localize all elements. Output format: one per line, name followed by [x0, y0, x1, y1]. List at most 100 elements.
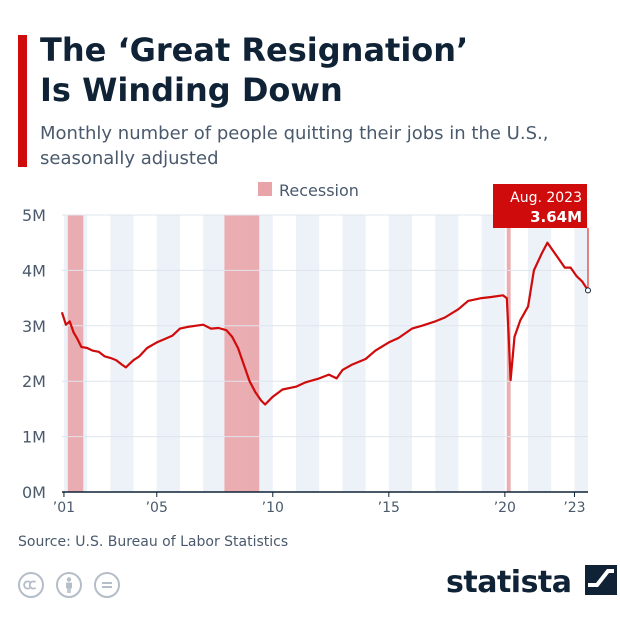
data-point	[132, 359, 135, 361]
data-point	[397, 337, 400, 339]
legend-label: Recession	[279, 181, 359, 200]
data-point	[540, 253, 543, 255]
data-point	[295, 386, 297, 388]
data-point	[467, 300, 469, 302]
cc-icon[interactable]	[18, 572, 44, 598]
data-point	[92, 350, 94, 352]
data-point	[86, 347, 88, 349]
statista-logo[interactable]: statista	[446, 565, 618, 600]
data-point	[260, 399, 262, 402]
data-point	[156, 341, 158, 344]
data-point	[434, 320, 436, 322]
data-point	[115, 359, 117, 361]
data-point	[179, 327, 181, 330]
data-point	[533, 269, 535, 271]
annotation-point	[585, 287, 591, 294]
data-point	[457, 308, 460, 310]
series-line	[60, 241, 589, 406]
title-line-1: The ‘Great Resignation’	[40, 31, 469, 69]
data-point	[569, 267, 572, 269]
data-point	[513, 336, 516, 338]
data-point	[281, 388, 284, 391]
data-point	[388, 341, 390, 344]
y-tick-label: 3M	[22, 317, 46, 336]
data-point	[264, 403, 266, 406]
x-tick-label: ’23	[563, 500, 585, 516]
data-point	[121, 363, 123, 366]
data-point	[163, 338, 166, 340]
year-stripe	[388, 215, 413, 492]
data-point	[564, 267, 566, 269]
data-point	[411, 327, 413, 330]
data-point	[318, 377, 320, 380]
data-point	[125, 366, 127, 368]
data-point	[187, 326, 189, 328]
x-tick-label: ’01	[53, 500, 75, 516]
data-point	[61, 311, 63, 314]
data-point	[305, 381, 307, 383]
data-point	[272, 396, 274, 398]
annotation-date: Aug. 2023	[510, 190, 582, 206]
data-point	[421, 325, 423, 327]
data-point	[336, 377, 338, 380]
annotation-box	[493, 184, 587, 228]
data-point	[328, 373, 330, 376]
data-point	[527, 305, 529, 308]
data-point	[374, 350, 376, 352]
year-stripe	[435, 215, 459, 492]
year-stripe	[574, 215, 588, 492]
accent-bar	[18, 35, 27, 167]
x-tick-label: ’10	[262, 500, 284, 516]
data-point	[69, 320, 71, 322]
year-stripe	[203, 215, 227, 492]
year-stripe	[342, 215, 366, 492]
data-point	[225, 329, 227, 331]
year-stripe	[528, 215, 552, 492]
nd-icon[interactable]	[94, 572, 120, 598]
year-stripe	[156, 215, 180, 492]
x-tick-label: ’20	[494, 500, 516, 516]
statista-mark-icon	[585, 565, 618, 595]
data-point	[341, 369, 344, 371]
data-point	[218, 327, 220, 329]
year-stripe	[481, 215, 505, 492]
data-point	[506, 297, 508, 299]
y-tick-label: 0M	[22, 483, 46, 502]
data-point	[365, 358, 367, 360]
data-point	[254, 391, 256, 393]
data-point	[103, 355, 106, 357]
brand-wordmark: statista	[446, 565, 572, 600]
data-point	[552, 250, 554, 252]
data-point	[146, 347, 148, 349]
subtitle-line-2: seasonally adjusted	[40, 148, 219, 169]
data-point	[546, 242, 548, 244]
data-point	[231, 336, 233, 338]
data-point	[243, 363, 245, 366]
data-point	[558, 258, 560, 260]
data-point	[194, 325, 197, 327]
data-point	[76, 338, 79, 340]
y-tick-label: 5M	[22, 206, 46, 225]
data-point	[351, 363, 353, 366]
data-point	[481, 297, 483, 299]
year-stripe	[110, 215, 134, 492]
data-point	[210, 327, 212, 330]
recession-band	[224, 215, 260, 492]
source-note: Source: U.S. Bureau of Labor Statistics	[18, 534, 289, 550]
annotation-value: 3.64M	[530, 208, 582, 226]
data-point	[98, 351, 100, 353]
data-point	[202, 324, 204, 326]
data-point	[502, 294, 504, 296]
data-point	[510, 379, 512, 381]
data-point	[109, 357, 111, 359]
data-point	[73, 331, 75, 334]
page-title: The ‘Great Resignation’ Is Winding Down	[40, 30, 610, 110]
data-point	[65, 324, 67, 326]
subtitle-line-1: Monthly number of people quitting their …	[40, 123, 549, 144]
year-stripe	[295, 215, 320, 492]
data-point	[138, 355, 140, 357]
data-point	[490, 296, 492, 298]
by-icon[interactable]	[56, 572, 82, 598]
data-point	[237, 347, 239, 349]
